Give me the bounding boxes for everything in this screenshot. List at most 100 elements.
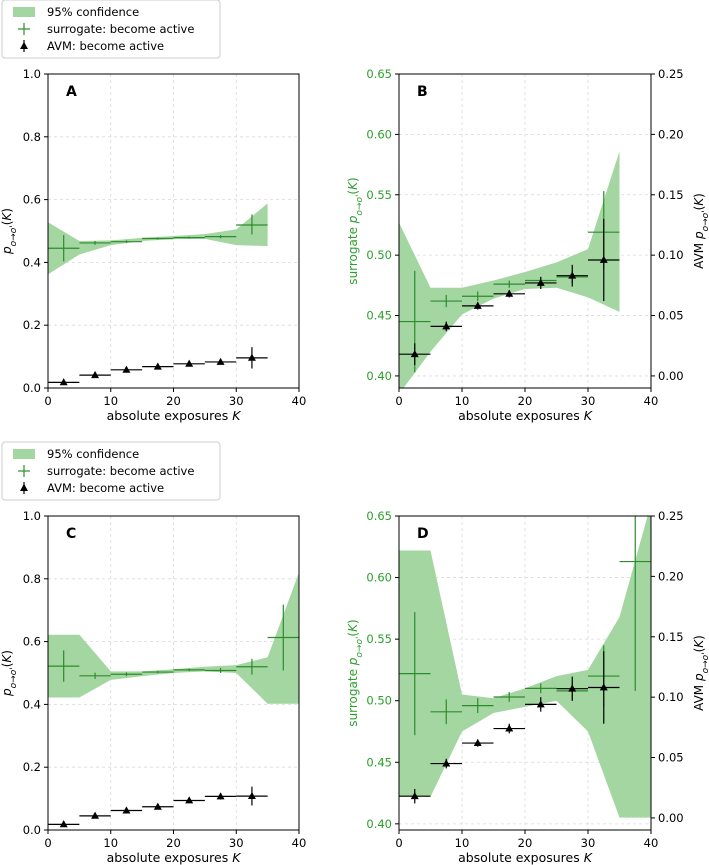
surrogate-point [430, 295, 462, 308]
legend-box [1, 441, 221, 501]
y-tick-label: 0.2 [23, 318, 41, 332]
avm-point [556, 264, 588, 287]
y-tick-label: 1.0 [23, 67, 41, 81]
panel-letter: D [417, 526, 429, 542]
surrogate-point [525, 683, 557, 694]
x-tick-label: 30 [581, 836, 596, 850]
avm-marker [59, 820, 68, 828]
panel-letter: C [66, 526, 76, 542]
plot-area [48, 572, 299, 828]
avm-point [493, 723, 525, 734]
y-right-tick-label: 0.25 [658, 67, 684, 81]
x-tick-label: 10 [103, 394, 118, 408]
surrogate-point [173, 668, 205, 672]
avm-marker [599, 683, 608, 691]
surrogate-point [79, 672, 111, 679]
y-tick-label: 0.0 [23, 823, 41, 837]
y-tick-label: 0.45 [366, 755, 392, 769]
y-right-axis-label: AVM po→o'(K) [692, 635, 709, 711]
avm-marker [410, 791, 419, 800]
avm-marker [122, 365, 131, 373]
y-tick-label: 0.40 [366, 817, 392, 831]
avm-marker [599, 255, 608, 263]
legend-band-swatch [13, 7, 35, 17]
y-tick-label: 0.0 [23, 381, 41, 395]
avm-marker [185, 359, 194, 367]
surrogate-point [267, 604, 299, 671]
surrogate-point [48, 235, 80, 262]
legend-avm-label: AVM: become active [47, 39, 164, 53]
surrogate-point [493, 280, 525, 288]
x-axis-label: absolute exposures K [458, 850, 594, 865]
y-right-tick-label: 0.10 [658, 690, 684, 704]
y-right-tick-label: 0.20 [658, 127, 684, 141]
x-tick-label: 40 [644, 836, 659, 850]
y-right-tick-label: 0.20 [658, 569, 684, 583]
x-tick-label: 20 [166, 394, 181, 408]
panel-letter: B [417, 84, 428, 100]
y-right-tick-label: 0.00 [658, 811, 684, 825]
x-tick-label: 10 [455, 394, 470, 408]
panel-C: 0 10 20 30 40 0.0 0.2 0.4 0.6 0.8 1.0 absolute expo… [0, 509, 306, 865]
x-tick-label: 20 [518, 836, 533, 850]
x-axis-label: absolute exposures K [107, 408, 243, 423]
avm-marker [536, 278, 545, 286]
y-axis-label: surrogate po→o'(K) [346, 177, 365, 284]
x-tick-label: 10 [455, 836, 470, 850]
x-tick-label: 30 [581, 394, 596, 408]
surrogate-point [619, 516, 651, 691]
surrogate-point [462, 698, 494, 714]
avm-point [430, 758, 462, 769]
y-tick-label: 0.65 [366, 67, 392, 81]
avm-marker [59, 378, 68, 386]
avm-point [430, 321, 462, 332]
y-axis-label: po→o'(K) [0, 650, 19, 697]
avm-point [204, 357, 237, 365]
x-tick-label: 30 [229, 836, 244, 850]
surrogate-point [493, 692, 525, 702]
x-tick-label: 20 [518, 394, 533, 408]
avm-point [462, 301, 494, 310]
x-axis-label: absolute exposures K [458, 408, 594, 423]
y-tick-label: 0.4 [23, 255, 41, 269]
avm-point [48, 378, 80, 386]
avm-point [79, 370, 111, 379]
avm-marker [442, 759, 451, 767]
surrogate-point [399, 612, 431, 736]
y-tick-label: 1.0 [23, 509, 41, 523]
avm-marker [568, 684, 577, 692]
y-right-tick-label: 0.10 [658, 248, 684, 262]
avm-point [79, 811, 111, 819]
y-right-tick-label: 0.25 [658, 509, 684, 523]
x-tick-label: 30 [229, 394, 244, 408]
panel-letter: A [66, 84, 77, 100]
x-tick-label: 40 [644, 394, 659, 408]
legend-avm-label: AVM: become active [47, 481, 164, 495]
legend-surrogate-label: surrogate: become active [47, 22, 194, 36]
avm-marker [153, 802, 162, 810]
y-tick-label: 0.60 [366, 571, 392, 585]
avm-marker [185, 796, 194, 804]
avm-marker [247, 353, 256, 361]
y-tick-label: 0.6 [23, 635, 41, 649]
avm-marker [247, 791, 256, 800]
avm-marker [505, 724, 514, 732]
avm-point [110, 806, 143, 814]
avm-marker [536, 700, 545, 708]
legend-band-label: 95% confidence [47, 5, 139, 19]
x-tick-label: 0 [44, 394, 51, 408]
y-tick-label: 0.60 [366, 127, 392, 141]
avm-point [525, 697, 557, 712]
avm-marker [153, 362, 162, 370]
y-tick-label: 0.8 [23, 572, 41, 586]
avm-point [556, 676, 588, 701]
y-tick-label: 0.50 [366, 694, 392, 708]
y-right-axis-label: AVM po→o'(K) [692, 193, 709, 269]
avm-point [142, 362, 174, 370]
avm-point [462, 738, 494, 747]
legend-avm-marker [20, 483, 28, 491]
avm-marker [442, 322, 451, 330]
y-tick-label: 0.2 [23, 760, 41, 774]
avm-marker [473, 301, 482, 309]
